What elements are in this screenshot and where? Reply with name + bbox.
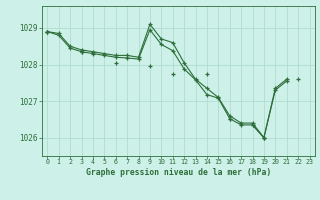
X-axis label: Graphe pression niveau de la mer (hPa): Graphe pression niveau de la mer (hPa) — [86, 168, 271, 177]
